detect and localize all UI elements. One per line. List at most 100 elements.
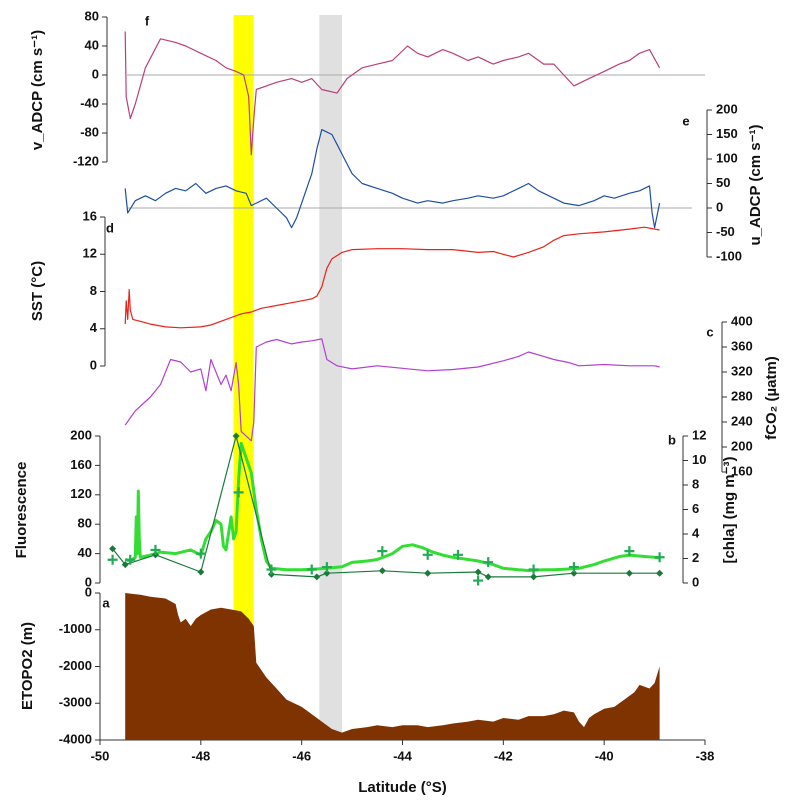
marker xyxy=(233,487,244,498)
highlight-band xyxy=(319,15,342,740)
marker xyxy=(323,569,331,577)
y-tick-label: 8 xyxy=(692,476,699,491)
marker xyxy=(232,432,240,440)
y-tick-label: 0 xyxy=(716,199,723,214)
y-tick-label: 10 xyxy=(692,452,706,467)
marker xyxy=(474,568,482,576)
marker xyxy=(568,562,579,573)
y-tick-label: 0 xyxy=(85,584,92,599)
x-tick-label: -46 xyxy=(292,748,311,763)
y-tick-label: 160 xyxy=(70,457,92,472)
y-tick-label: 320 xyxy=(731,363,753,378)
marker xyxy=(654,552,665,563)
y-tick-label: 12 xyxy=(83,246,97,261)
y-tick-label: 400 xyxy=(731,313,753,328)
panel-label: a xyxy=(102,595,110,610)
marker xyxy=(313,573,321,581)
y-tick-label: 80 xyxy=(85,8,99,23)
marker xyxy=(424,569,432,577)
y-tick-label: -80 xyxy=(80,124,99,139)
marker xyxy=(378,567,386,575)
marker xyxy=(306,564,317,575)
y-tick-label: 280 xyxy=(731,388,753,403)
y-axis-title: Fluorescence xyxy=(13,462,30,559)
y-tick-label: -50 xyxy=(716,224,735,239)
y-tick-label: 100 xyxy=(716,150,738,165)
y-tick-label: 4 xyxy=(90,320,98,335)
y-tick-label: -40 xyxy=(80,95,99,110)
marker xyxy=(125,554,136,565)
marker xyxy=(473,575,484,586)
y-tick-label: 200 xyxy=(716,101,738,116)
marker xyxy=(107,554,118,565)
y-tick-label: 8 xyxy=(90,283,97,298)
marker xyxy=(625,569,633,577)
highlight-band xyxy=(233,15,254,740)
y-tick-label: 80 xyxy=(78,516,92,531)
marker xyxy=(150,544,161,555)
marker xyxy=(195,548,206,559)
y-tick-label: 150 xyxy=(716,126,738,141)
y-axis-title: ETOPO2 (m) xyxy=(19,622,36,710)
y-tick-label: 240 xyxy=(731,413,753,428)
marker xyxy=(452,549,463,560)
y-axis-title: [chla] (mg m⁻³) xyxy=(721,456,738,563)
y-tick-label: 16 xyxy=(83,208,97,223)
y-tick-label: -2000 xyxy=(59,658,92,673)
y-axis-title: SST (°C) xyxy=(29,261,46,321)
panel-label: b xyxy=(668,432,676,447)
marker xyxy=(197,568,205,576)
y-tick-label: -1000 xyxy=(59,621,92,636)
y-tick-label: 4 xyxy=(692,525,700,540)
line xyxy=(124,441,660,572)
x-tick-label: -50 xyxy=(91,748,110,763)
y-tick-label: 0 xyxy=(90,357,97,372)
marker xyxy=(377,546,388,557)
marker xyxy=(570,569,578,577)
y-tick-label: -120 xyxy=(73,153,99,168)
x-tick-label: -40 xyxy=(595,748,614,763)
marker xyxy=(109,545,117,553)
x-tick-label: -38 xyxy=(696,748,715,763)
y-tick-label: -4000 xyxy=(59,731,92,746)
y-tick-label: 200 xyxy=(731,438,753,453)
x-tick-label: -44 xyxy=(393,748,413,763)
panel-label: e xyxy=(682,113,689,128)
y-tick-label: 0 xyxy=(85,574,92,589)
y-tick-label: -3000 xyxy=(59,695,92,710)
marker xyxy=(530,573,538,581)
marker xyxy=(266,564,277,575)
line xyxy=(124,338,660,442)
y-axis-title: u_ADCP (cm s⁻¹) xyxy=(747,124,764,245)
y-tick-label: 12 xyxy=(692,427,706,442)
marker xyxy=(321,562,332,573)
y-tick-label: 2 xyxy=(692,550,699,565)
y-tick-label: 0 xyxy=(692,574,699,589)
y-tick-label: -100 xyxy=(716,248,742,263)
area xyxy=(125,593,660,740)
y-tick-label: 360 xyxy=(731,338,753,353)
panel-label: c xyxy=(706,324,713,339)
marker xyxy=(483,557,494,568)
x-tick-label: -48 xyxy=(191,748,210,763)
panel-label: d xyxy=(106,220,114,235)
y-tick-label: 0 xyxy=(92,66,99,81)
y-tick-label: 40 xyxy=(78,545,92,560)
y-tick-label: 200 xyxy=(70,427,92,442)
line xyxy=(124,129,661,229)
y-tick-label: 6 xyxy=(692,501,699,516)
y-axis-title: v_ADCP (cm s⁻¹) xyxy=(29,30,46,150)
marker xyxy=(422,549,433,560)
marker xyxy=(624,546,635,557)
marker xyxy=(528,564,539,575)
y-tick-label: 40 xyxy=(85,37,99,52)
line xyxy=(124,31,661,156)
marker xyxy=(484,573,492,581)
x-axis-title: Latitude (°S) xyxy=(358,779,447,796)
y-tick-label: 160 xyxy=(731,463,753,478)
y-tick-label: 120 xyxy=(70,486,92,501)
y-axis-title: fCO₂ (µatm) xyxy=(763,356,780,440)
marker xyxy=(656,569,664,577)
line xyxy=(112,435,660,578)
